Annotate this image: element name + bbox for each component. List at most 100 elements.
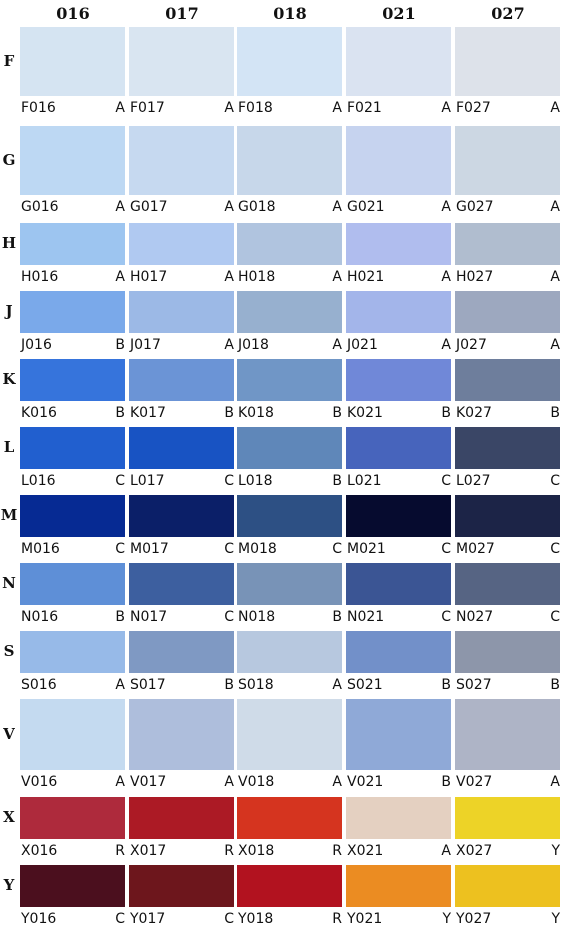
color-swatch[interactable] [346, 427, 451, 469]
color-cell[interactable]: N027 C [455, 563, 560, 627]
color-cell[interactable]: K018 B [237, 359, 342, 423]
color-swatch[interactable] [455, 865, 560, 907]
color-swatch[interactable] [129, 359, 234, 401]
color-cell[interactable]: H018 A [237, 223, 342, 287]
color-cell[interactable]: J016 B [20, 291, 125, 355]
color-cell[interactable]: S018 A [237, 631, 342, 695]
color-cell[interactable]: S017 B [129, 631, 234, 695]
color-swatch[interactable] [346, 797, 451, 839]
color-swatch[interactable] [237, 427, 342, 469]
color-cell[interactable]: G016 A [20, 126, 125, 217]
color-swatch[interactable] [455, 631, 560, 673]
color-cell[interactable]: F018 A [237, 27, 342, 118]
color-swatch[interactable] [237, 797, 342, 839]
color-swatch[interactable] [455, 126, 560, 195]
color-swatch[interactable] [237, 865, 342, 907]
color-swatch[interactable] [237, 699, 342, 770]
color-swatch[interactable] [455, 797, 560, 839]
color-cell[interactable]: J017 A [129, 291, 234, 355]
color-swatch[interactable] [129, 495, 234, 537]
color-swatch[interactable] [20, 631, 125, 673]
color-cell[interactable]: L018 B [237, 427, 342, 491]
color-cell[interactable]: M027 C [455, 495, 560, 559]
color-cell[interactable]: M021 C [346, 495, 451, 559]
color-swatch[interactable] [129, 797, 234, 839]
color-swatch[interactable] [346, 495, 451, 537]
color-cell[interactable]: J021 A [346, 291, 451, 355]
color-swatch[interactable] [237, 126, 342, 195]
color-swatch[interactable] [237, 563, 342, 605]
color-swatch[interactable] [129, 223, 234, 265]
color-cell[interactable]: L021 C [346, 427, 451, 491]
color-swatch[interactable] [129, 699, 234, 770]
color-cell[interactable]: F017 A [129, 27, 234, 118]
color-cell[interactable]: G021 A [346, 126, 451, 217]
color-cell[interactable]: L016 C [20, 427, 125, 491]
color-swatch[interactable] [20, 291, 125, 333]
color-cell[interactable]: H017 A [129, 223, 234, 287]
color-cell[interactable]: X016 R [20, 797, 125, 861]
color-cell[interactable]: H021 A [346, 223, 451, 287]
color-swatch[interactable] [20, 699, 125, 770]
color-cell[interactable]: M017 C [129, 495, 234, 559]
color-cell[interactable]: F027 A [455, 27, 560, 118]
color-cell[interactable]: K021 B [346, 359, 451, 423]
color-swatch[interactable] [346, 699, 451, 770]
color-swatch[interactable] [129, 563, 234, 605]
color-swatch[interactable] [20, 495, 125, 537]
color-swatch[interactable] [20, 865, 125, 907]
color-swatch[interactable] [455, 27, 560, 96]
color-swatch[interactable] [237, 223, 342, 265]
color-swatch[interactable] [455, 223, 560, 265]
color-swatch[interactable] [455, 291, 560, 333]
color-swatch[interactable] [129, 291, 234, 333]
color-swatch[interactable] [346, 359, 451, 401]
color-cell[interactable]: Y027 Y [455, 865, 560, 929]
color-cell[interactable]: S021 B [346, 631, 451, 695]
color-cell[interactable]: K027 B [455, 359, 560, 423]
color-swatch[interactable] [346, 126, 451, 195]
color-cell[interactable]: M016 C [20, 495, 125, 559]
color-swatch[interactable] [346, 223, 451, 265]
color-cell[interactable]: N016 B [20, 563, 125, 627]
color-cell[interactable]: S027 B [455, 631, 560, 695]
color-cell[interactable]: Y018 R [237, 865, 342, 929]
color-cell[interactable]: X021 A [346, 797, 451, 861]
color-swatch[interactable] [237, 291, 342, 333]
color-cell[interactable]: Y021 Y [346, 865, 451, 929]
color-swatch[interactable] [346, 27, 451, 96]
color-swatch[interactable] [20, 223, 125, 265]
color-cell[interactable]: V027 A [455, 699, 560, 792]
color-cell[interactable]: X027 Y [455, 797, 560, 861]
color-swatch[interactable] [346, 631, 451, 673]
color-swatch[interactable] [237, 27, 342, 96]
color-swatch[interactable] [20, 563, 125, 605]
color-swatch[interactable] [455, 427, 560, 469]
color-swatch[interactable] [129, 27, 234, 96]
color-cell[interactable]: G018 A [237, 126, 342, 217]
color-swatch[interactable] [455, 495, 560, 537]
color-swatch[interactable] [237, 359, 342, 401]
color-cell[interactable]: K017 B [129, 359, 234, 423]
color-swatch[interactable] [20, 27, 125, 96]
color-swatch[interactable] [346, 865, 451, 907]
color-cell[interactable]: L027 C [455, 427, 560, 491]
color-cell[interactable]: X018 R [237, 797, 342, 861]
color-cell[interactable]: S016 A [20, 631, 125, 695]
color-cell[interactable]: N017 C [129, 563, 234, 627]
color-swatch[interactable] [237, 631, 342, 673]
color-cell[interactable]: K016 B [20, 359, 125, 423]
color-cell[interactable]: Y016 C [20, 865, 125, 929]
color-cell[interactable]: J027 A [455, 291, 560, 355]
color-swatch[interactable] [129, 865, 234, 907]
color-cell[interactable]: X017 R [129, 797, 234, 861]
color-cell[interactable]: N018 B [237, 563, 342, 627]
color-swatch[interactable] [237, 495, 342, 537]
color-cell[interactable]: J018 A [237, 291, 342, 355]
color-cell[interactable]: F021 A [346, 27, 451, 118]
color-swatch[interactable] [346, 291, 451, 333]
color-cell[interactable]: V021 B [346, 699, 451, 792]
color-cell[interactable]: V017 A [129, 699, 234, 792]
color-cell[interactable]: N021 C [346, 563, 451, 627]
color-swatch[interactable] [455, 563, 560, 605]
